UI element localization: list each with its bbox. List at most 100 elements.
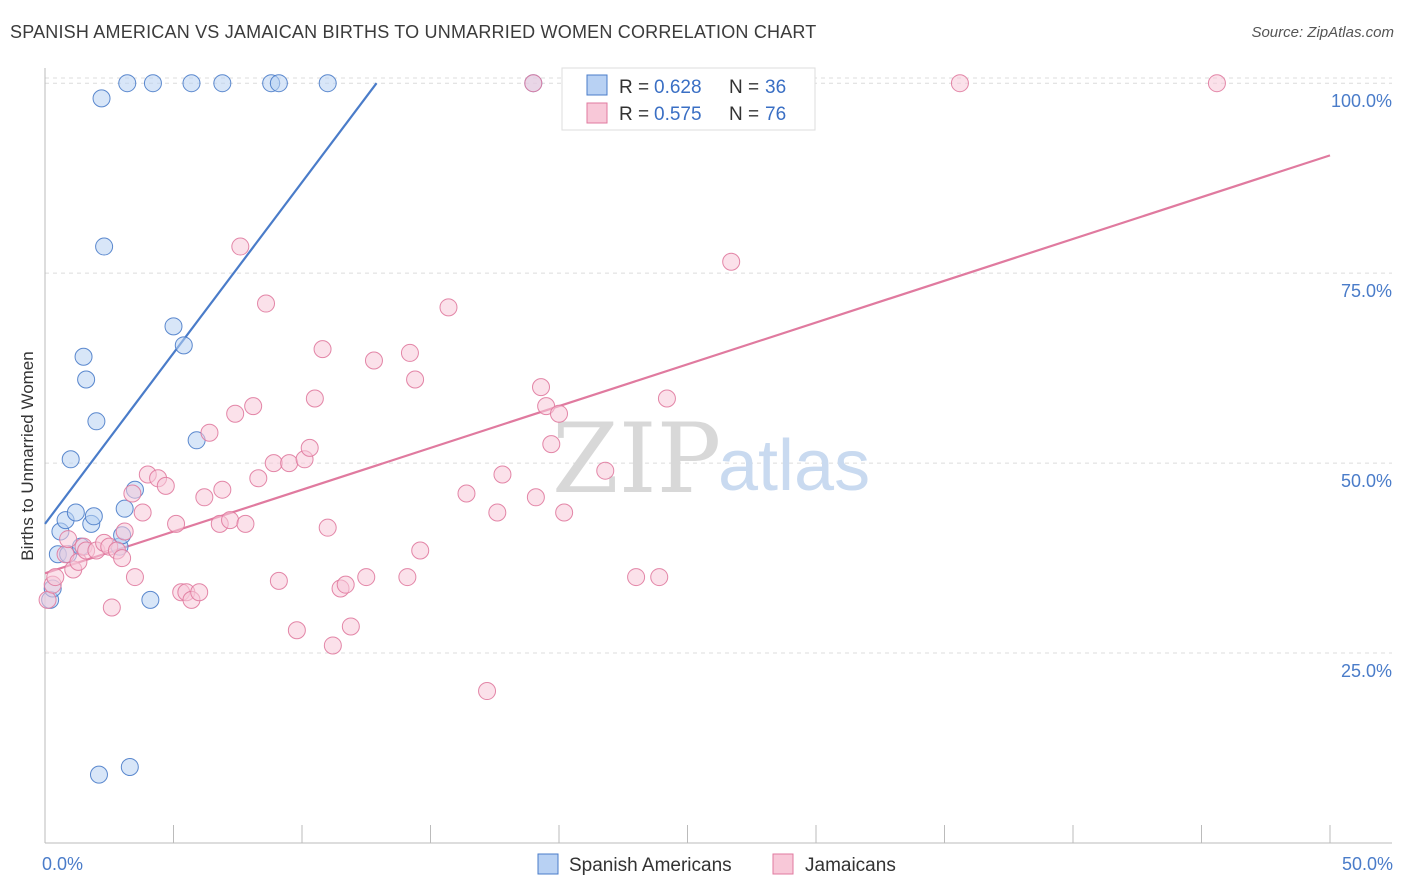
point-jamaican-52: [364, 351, 383, 370]
legend-r-label-jamaican: R =: [619, 104, 649, 125]
point-jamaican-70: [627, 568, 646, 587]
point-jamaican-64: [532, 378, 551, 397]
point-spanish-26: [174, 336, 193, 355]
point-spanish-9: [74, 347, 93, 366]
legend-swatch-spanish: [586, 74, 608, 96]
series-legend-swatch-spanish: [537, 853, 559, 875]
point-jamaican-72: [657, 389, 676, 408]
point-jamaican-46: [318, 518, 337, 537]
point-jamaican-73: [722, 252, 741, 271]
point-jamaican-44: [305, 389, 324, 408]
point-jamaican-54: [400, 343, 419, 362]
point-jamaican-4: [59, 530, 78, 549]
point-spanish-15: [92, 89, 111, 108]
point-spanish-12: [84, 507, 103, 526]
legend-n-label-spanish: N =: [729, 77, 759, 98]
y-axis-label: Births to Unmarried Women: [18, 351, 37, 560]
point-jamaican-15: [115, 522, 134, 541]
point-jamaican-26: [190, 583, 209, 602]
point-spanish-16: [95, 237, 114, 256]
point-spanish-20: [118, 74, 137, 93]
point-spanish-27: [182, 74, 201, 93]
point-jamaican-21: [156, 476, 175, 495]
legend-n-value-jamaican: 76: [765, 104, 786, 125]
point-spanish-21: [120, 758, 139, 777]
series-legend-label-spanish: Spanish Americans: [569, 855, 732, 876]
point-jamaican-22: [167, 514, 186, 533]
point-spanish-10: [77, 370, 96, 389]
point-jamaican-31: [221, 511, 240, 530]
y-tick-label-0: 25.0%: [1341, 661, 1392, 681]
point-jamaican-75: [1207, 74, 1226, 93]
point-jamaican-41: [287, 621, 306, 640]
point-jamaican-33: [231, 237, 250, 256]
point-jamaican-35: [244, 397, 263, 416]
point-jamaican-30: [213, 480, 232, 499]
point-spanish-13: [87, 412, 106, 431]
y-tick-label-2: 75.0%: [1341, 281, 1392, 301]
legend-swatch-jamaican: [586, 102, 608, 124]
data-points: [38, 74, 1226, 784]
axes: [44, 68, 1392, 844]
point-jamaican-55: [406, 370, 425, 389]
x-tick-label-0: 0.0%: [42, 854, 83, 874]
point-jamaican-47: [323, 636, 342, 655]
point-jamaican-60: [488, 503, 507, 522]
point-jamaican-66: [542, 435, 561, 454]
point-spanish-7: [66, 503, 85, 522]
point-jamaican-50: [341, 617, 360, 636]
point-spanish-32: [318, 74, 337, 93]
legend-r-value-jamaican: 0.575: [654, 104, 702, 125]
x-tick-label-1: 50.0%: [1342, 854, 1393, 874]
trend-lines: [44, 82, 1331, 575]
watermark-atlas: atlas: [718, 426, 870, 506]
point-jamaican-57: [439, 298, 458, 317]
point-jamaican-2: [46, 568, 65, 587]
legend-r-label-spanish: R =: [619, 77, 649, 98]
point-jamaican-69: [596, 461, 615, 480]
chart-title: SPANISH AMERICAN VS JAMAICAN BIRTHS TO U…: [10, 22, 817, 42]
point-jamaican-61: [493, 465, 512, 484]
point-spanish-24: [143, 74, 162, 93]
point-jamaican-43: [300, 438, 319, 457]
source-credit: Source: ZipAtlas.com: [1251, 24, 1394, 41]
point-jamaican-74: [950, 74, 969, 93]
point-jamaican-38: [264, 454, 283, 473]
legend-n-label-jamaican: N =: [729, 104, 759, 125]
trend-line-0: [44, 82, 378, 525]
point-jamaican-34: [236, 514, 255, 533]
point-jamaican-53: [398, 568, 417, 587]
point-jamaican-49: [336, 575, 355, 594]
y-tick-label-3: 100.0%: [1331, 91, 1392, 111]
point-jamaican-32: [226, 404, 245, 423]
point-jamaican-28: [200, 423, 219, 442]
y-tick-labels: 25.0% 50.0% 75.0% 100.0%: [1331, 91, 1392, 681]
point-spanish-6: [61, 450, 80, 469]
stats-legend: R = 0.628 N = 36 R = 0.575 N = 76: [561, 67, 816, 131]
point-jamaican-67: [550, 404, 568, 423]
point-jamaican-12: [102, 598, 121, 617]
point-jamaican-59: [478, 682, 497, 701]
series-legend: Spanish Americans Jamaicans: [537, 853, 896, 876]
y-tick-label-1: 50.0%: [1341, 471, 1392, 491]
watermark-zip: ZIP: [552, 403, 721, 515]
point-jamaican-68: [555, 503, 574, 522]
point-jamaican-62: [524, 74, 543, 93]
series-legend-label-jamaican: Jamaicans: [805, 855, 896, 876]
point-spanish-19: [115, 499, 134, 518]
legend-n-value-spanish: 36: [765, 77, 786, 98]
point-jamaican-51: [357, 568, 376, 587]
point-jamaican-56: [411, 541, 430, 560]
point-spanish-23: [141, 590, 160, 609]
point-jamaican-45: [313, 340, 332, 359]
point-jamaican-18: [133, 503, 152, 522]
point-jamaican-27: [195, 488, 214, 507]
point-jamaican-39: [269, 571, 288, 590]
gridlines: [45, 77, 1392, 654]
watermark: ZIP atlas: [552, 403, 870, 515]
point-jamaican-16: [123, 484, 142, 503]
point-spanish-25: [164, 317, 183, 336]
legend-r-value-spanish: 0.628: [654, 77, 702, 98]
point-jamaican-37: [257, 294, 276, 313]
point-spanish-29: [213, 74, 232, 93]
